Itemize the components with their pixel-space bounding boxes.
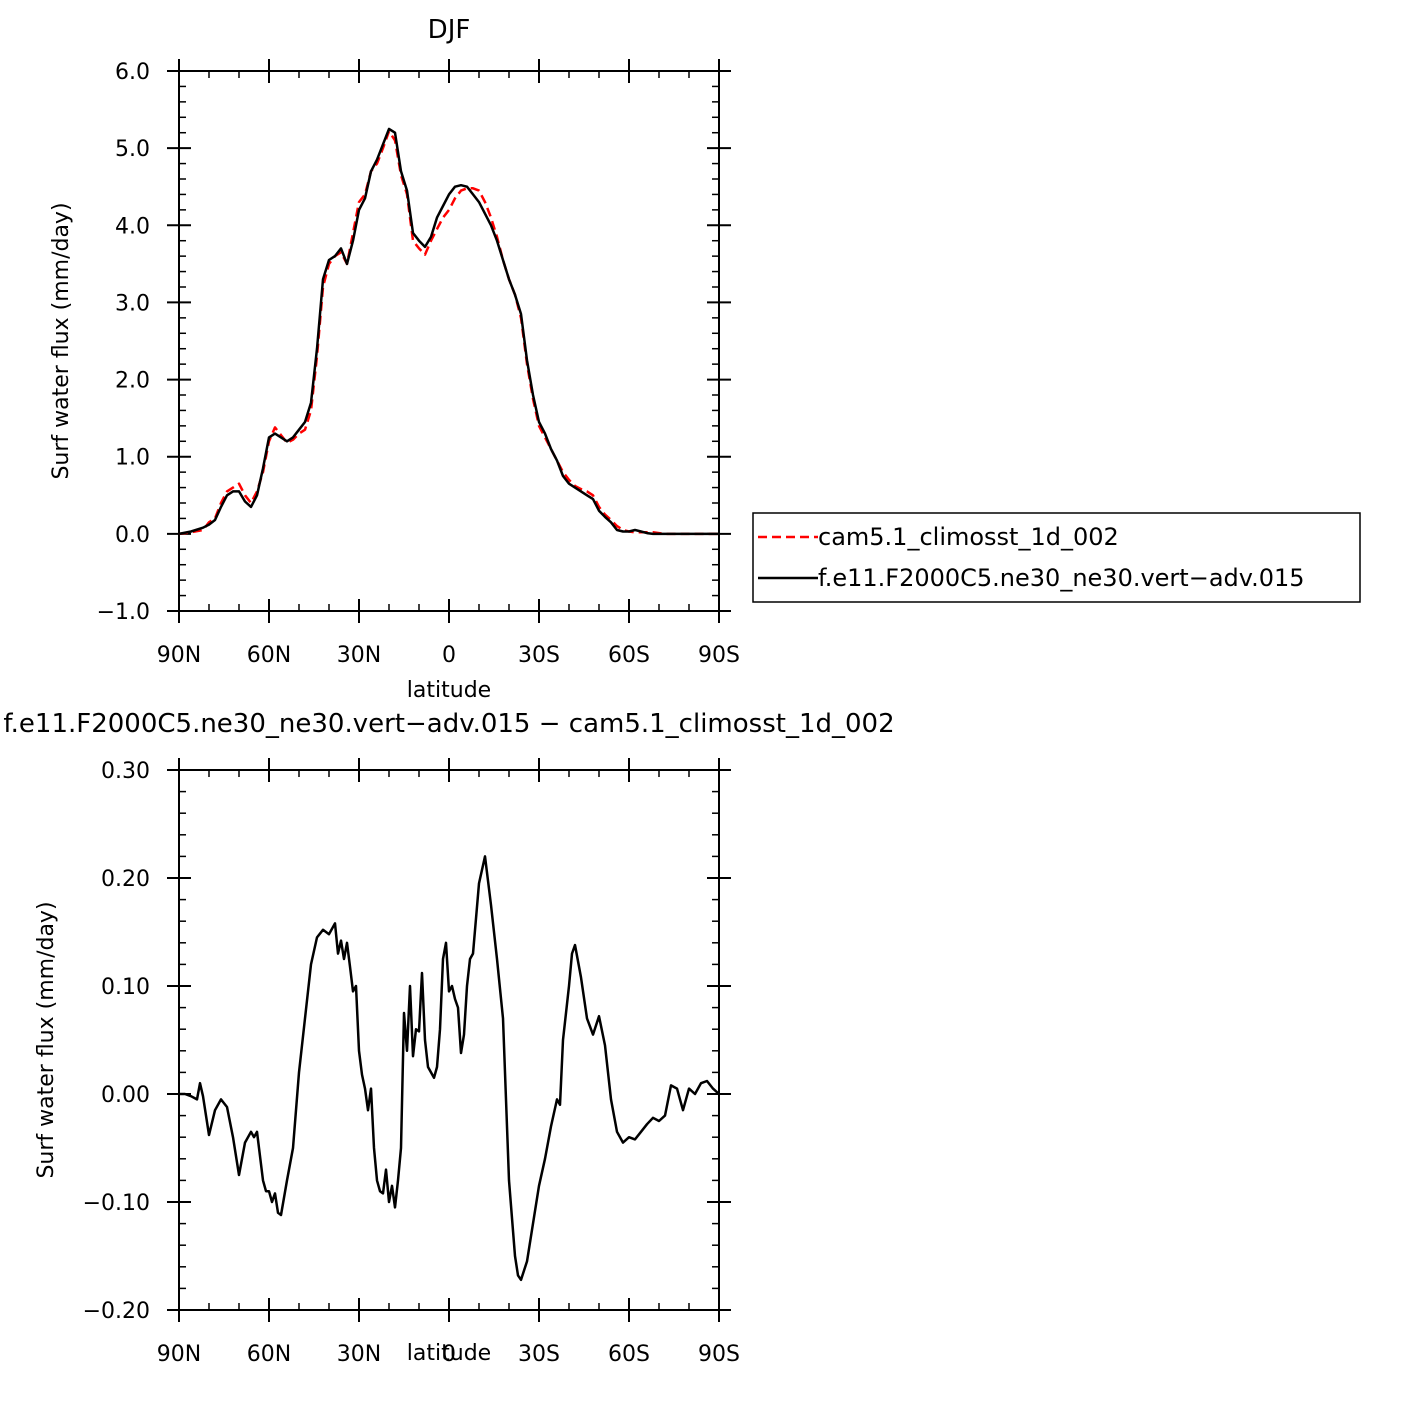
bottom-x-tick-label: 0 [442, 1342, 456, 1367]
top-series-line-1 [178, 127, 719, 536]
bottom-y-tick-label: 0.20 [101, 867, 150, 892]
top-y-tick-label: 3.0 [115, 291, 150, 316]
bottom-panel-x-axis-label: latitude [407, 1341, 491, 1366]
bottom-panel-axes: −0.20 −0.10 0.00 0.10 0.20 0.30 90N 60N 30N 0 30S 6… [83, 758, 740, 1367]
bottom-y-tick-label: −0.10 [83, 1191, 150, 1216]
bottom-panel-series [179, 855, 720, 1282]
top-series-line-0 [178, 129, 719, 536]
bottom-panel: f.e11.F2000C5.ne30_ne30.vert−adv.015 − c… [3, 709, 894, 1367]
top-panel-x-axis-label: latitude [407, 678, 491, 703]
bottom-panel-y-axis-label: Surf water flux (mm/day) [34, 901, 59, 1178]
top-panel-axes: −1.0 0.0 1.0 2.0 3.0 4.0 5.0 6.0 90N 60N 30N 0 30S 60… [97, 59, 740, 668]
top-y-tick-label: −1.0 [97, 600, 150, 625]
top-x-tick-label: 90N [157, 643, 201, 668]
top-panel-y-axis-label: Surf water flux (mm/day) [49, 202, 74, 479]
legend-label-fe11: f.e11.F2000C5.ne30_ne30.vert−adv.015 [818, 564, 1305, 592]
bottom-plot-frame [178, 769, 720, 1311]
bottom-series-line-0 [179, 855, 720, 1282]
top-x-tick-label: 60N [247, 643, 291, 668]
top-x-tick-label: 30N [337, 643, 381, 668]
top-panel: DJF −1.0 0.0 1.0 2.0 3.0 4.0 5.0 6.0 90N 60N 30N 0 3… [49, 15, 740, 703]
bottom-y-tick-label: −0.20 [83, 1299, 150, 1324]
bottom-x-tick-label: 60N [247, 1342, 291, 1367]
bottom-x-tick-label: 60S [608, 1342, 650, 1367]
bottom-panel-title: f.e11.F2000C5.ne30_ne30.vert−adv.015 − c… [3, 709, 894, 739]
bottom-x-tick-label: 90S [698, 1342, 740, 1367]
top-y-tick-label: 2.0 [115, 369, 150, 394]
bottom-x-tick-label: 30S [518, 1342, 560, 1367]
top-y-tick-label: 1.0 [115, 446, 150, 471]
bottom-y-tick-label: 0.30 [101, 759, 150, 784]
legend-label-cam5: cam5.1_climosst_1d_002 [818, 523, 1119, 551]
top-y-tick-label: 6.0 [115, 60, 150, 85]
top-x-tick-label: 60S [608, 643, 650, 668]
top-x-tick-label: 90S [698, 643, 740, 668]
top-panel-title: DJF [428, 15, 471, 45]
bottom-x-tick-label: 30N [337, 1342, 381, 1367]
top-x-tick-label: 30S [518, 643, 560, 668]
top-y-tick-label: 0.0 [115, 523, 150, 548]
top-y-tick-label: 4.0 [115, 214, 150, 239]
top-x-tick-label: 0 [442, 643, 456, 668]
bottom-y-tick-label: 0.00 [101, 1083, 150, 1108]
legend-box [752, 512, 1361, 603]
top-y-tick-label: 5.0 [115, 137, 150, 162]
top-panel-series [178, 127, 719, 536]
bottom-y-tick-label: 0.10 [101, 975, 150, 1000]
legend: cam5.1_climosst_1d_002 f.e11.F2000C5.ne3… [752, 512, 1361, 603]
bottom-x-tick-label: 90N [157, 1342, 201, 1367]
